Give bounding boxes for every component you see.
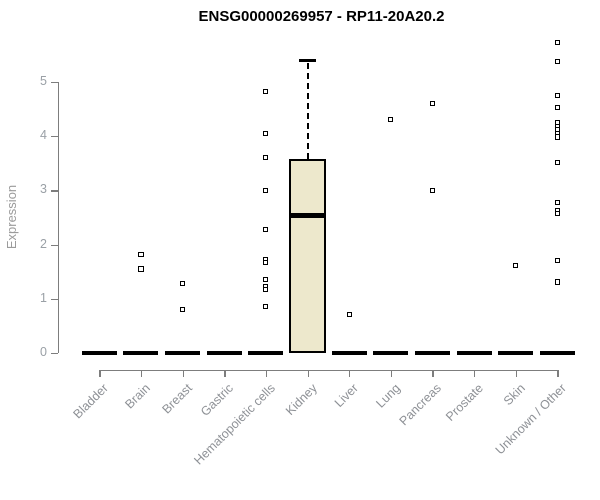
outlier-point [263,276,269,282]
outlier-point [179,307,186,313]
outlier-point [554,105,560,111]
outlier-point [346,311,352,318]
outlier-point [263,303,269,309]
outlier-point [138,251,144,257]
zero-median-bar [456,350,492,356]
outlier-point [554,210,560,217]
x-tick [182,370,184,377]
x-tick [390,370,393,377]
zero-median-bar [331,350,367,356]
x-tick [432,370,434,377]
x-tick [349,370,351,377]
y-tick [51,190,58,192]
y-tick [51,136,58,138]
y-tick [51,81,58,84]
outlier-point [263,227,269,233]
outlier-point [554,279,560,285]
x-tick [307,370,309,377]
outlier-point [179,280,186,287]
zero-median-bar [414,350,450,356]
outlier-point [263,88,269,95]
x-tick [224,370,226,377]
zero-median-bar [206,350,242,356]
outlier-point [554,40,560,46]
zero-median-bar [81,350,117,356]
outlier-point [388,116,394,122]
outlier-point [554,159,560,166]
outlier-point [554,93,560,99]
outlier-point [263,286,269,293]
outlier-point [513,262,519,268]
zero-median-bar [373,350,409,356]
outlier-point [263,187,269,193]
zero-median-bar [165,350,201,356]
y-axis-label: Expression [4,184,19,250]
x-tick [99,370,101,377]
zero-median-bar [539,350,575,356]
box [289,158,326,353]
zero-median-bar [123,350,159,356]
chart-title: ENSG00000269957 - RP11-20A20.2 [198,8,445,25]
outlier-point [429,100,435,107]
outlier-point [554,59,560,65]
zero-median-bar [498,350,534,356]
x-tick [265,370,268,377]
y-tick-label: 5 [40,73,47,88]
outlier-point [263,155,269,161]
outlier-point [554,200,560,206]
outlier-point [263,130,269,136]
y-tick [51,353,58,355]
outlier-point [263,259,269,265]
x-tick [474,370,476,377]
y-tick [51,244,58,246]
x-tick [557,370,559,377]
outlier-point [429,187,435,193]
y-axis-line [58,81,60,353]
outlier-point [138,266,144,272]
zero-median-bar [248,350,284,356]
y-tick [51,298,58,301]
y-tick-label: 3 [40,182,47,197]
outlier-point [554,134,560,140]
x-tick [515,370,517,377]
y-tick-label: 1 [40,290,47,305]
outlier-point [554,258,560,264]
box-median-line [289,213,326,219]
x-axis-line [99,370,559,372]
y-tick-label: 0 [40,345,47,359]
y-tick-label: 2 [40,236,47,251]
x-tick [140,370,143,377]
upper-whisker [306,62,309,159]
y-tick-label: 4 [40,128,47,142]
whisker-cap [299,59,316,62]
